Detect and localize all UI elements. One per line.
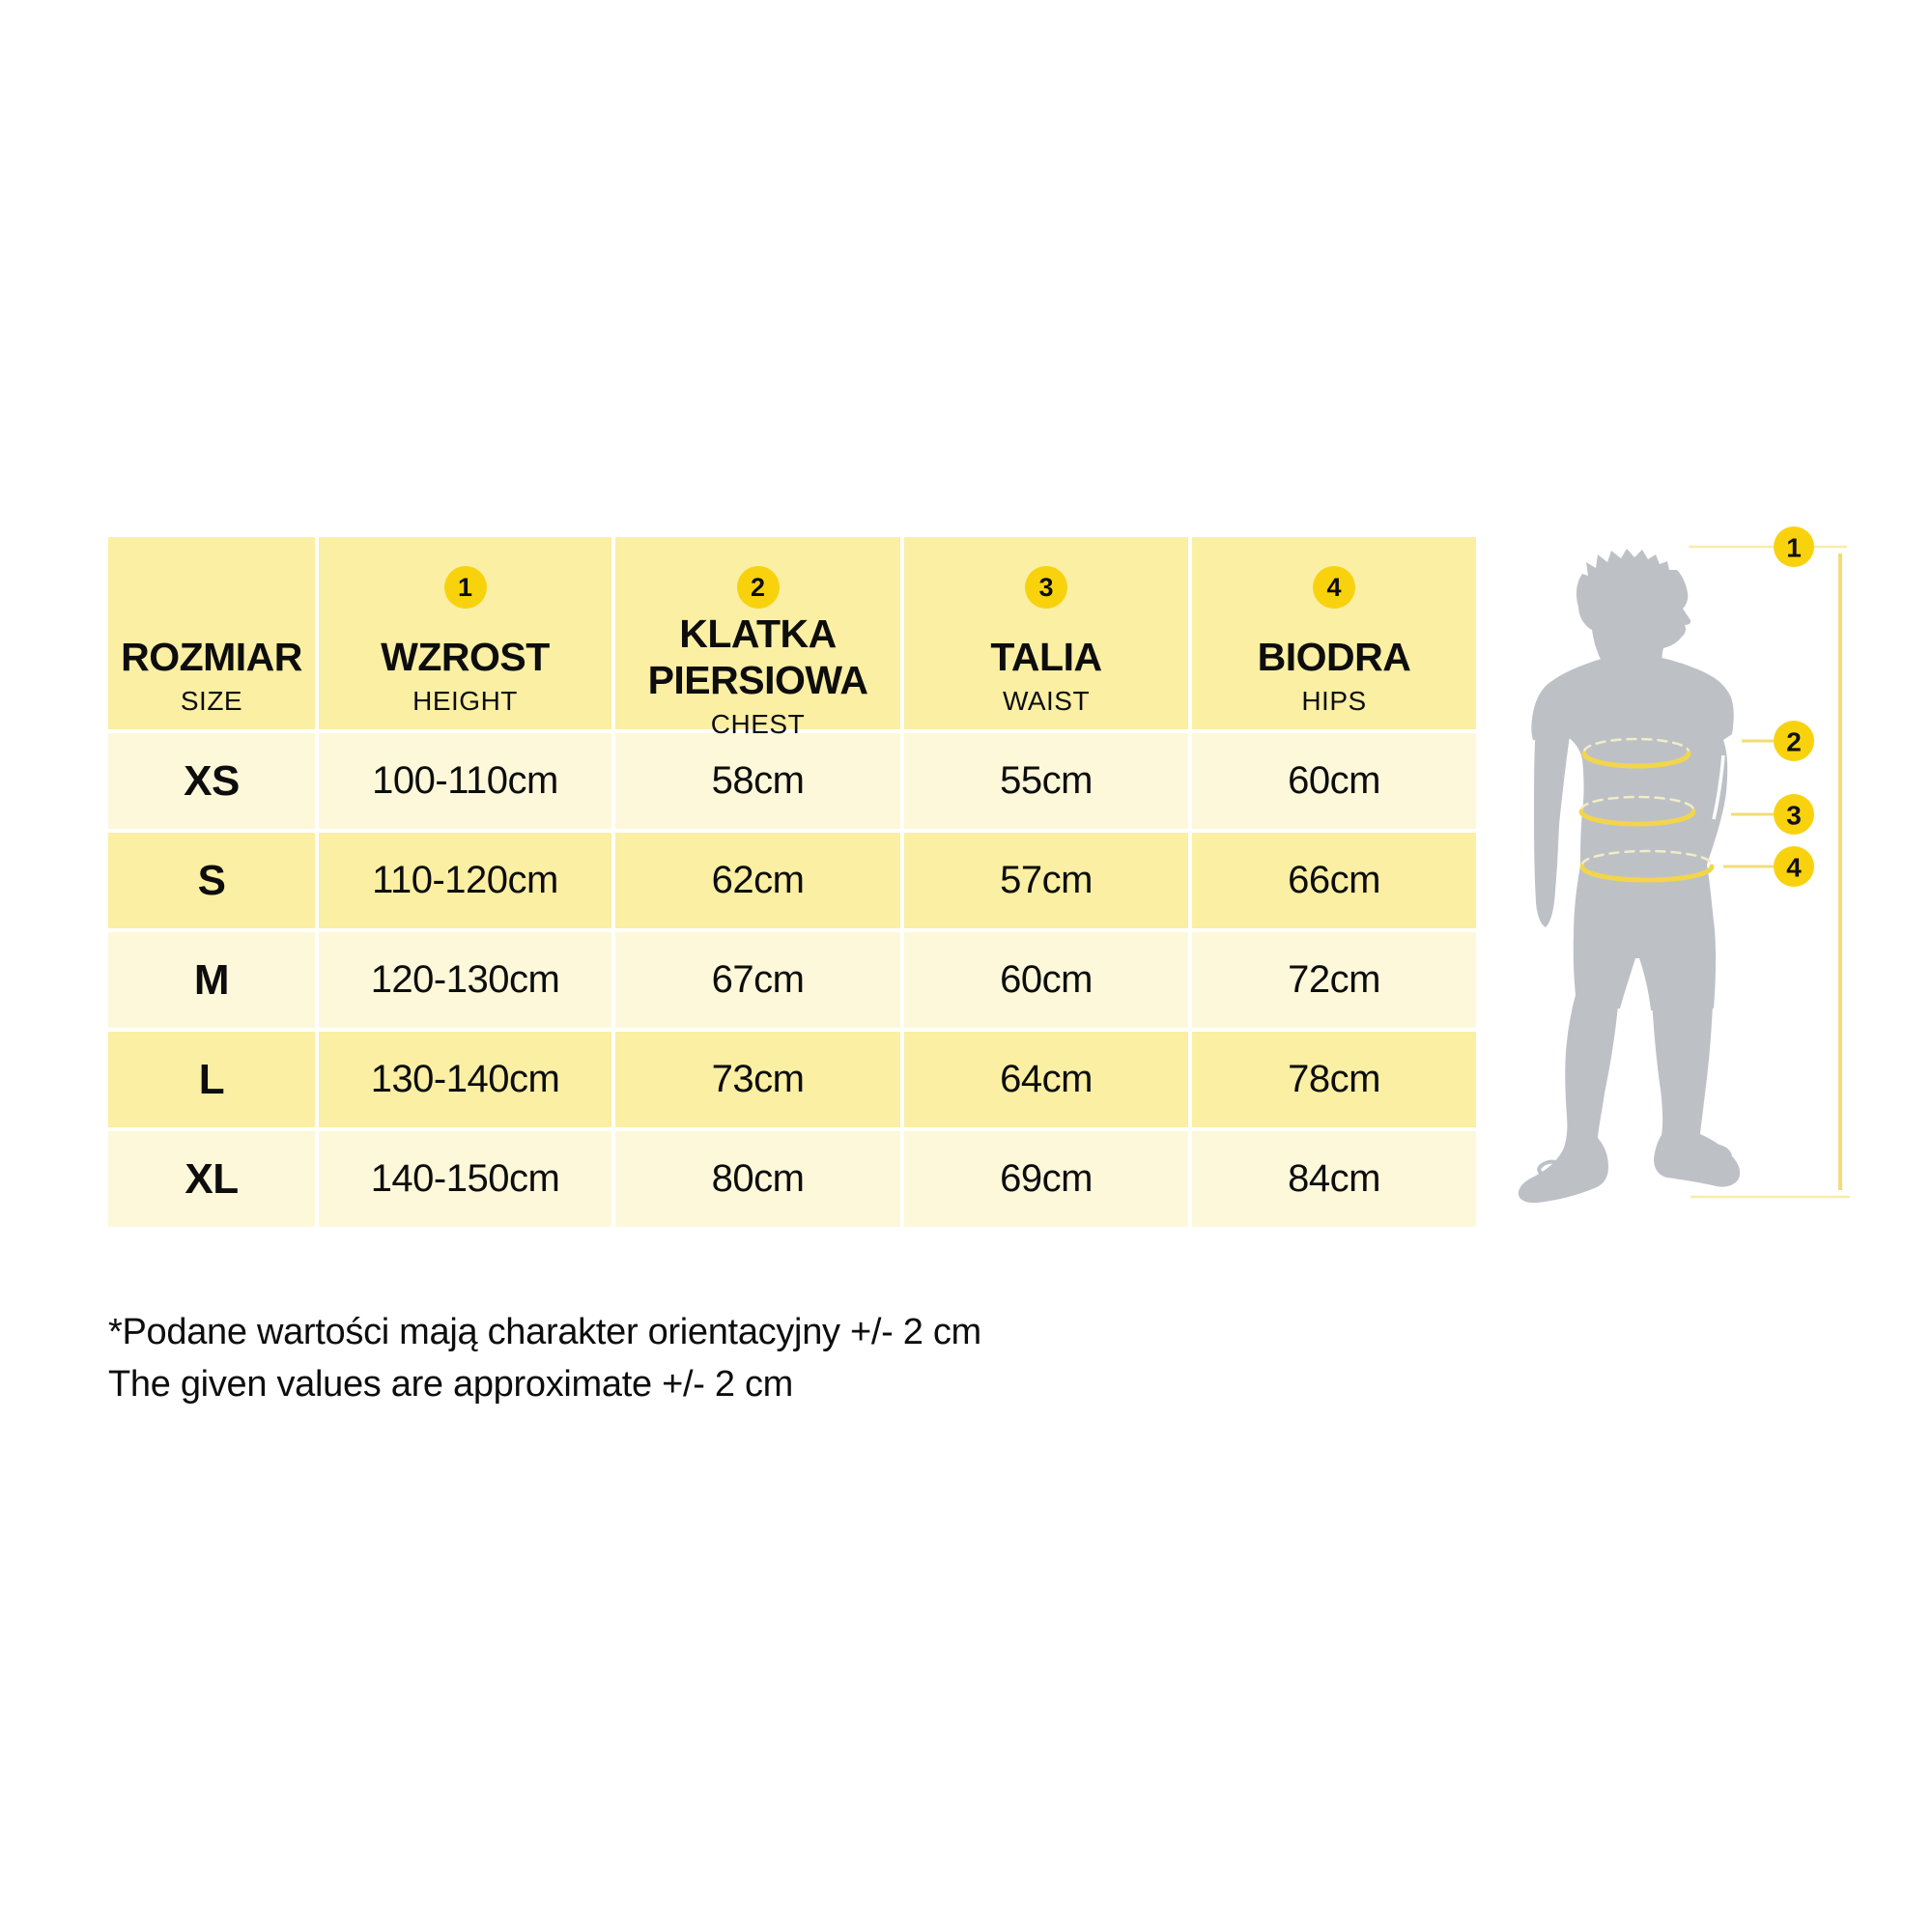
header-cell-biodra: 4 BIODRA HIPS xyxy=(1192,537,1476,729)
badge-number: 1 xyxy=(1786,533,1802,563)
size-cell: M xyxy=(108,932,315,1028)
size-cell: XS xyxy=(108,733,315,829)
height-cell: 100-110cm xyxy=(319,733,611,829)
chest-band-arc xyxy=(1581,751,1691,769)
right-leg-shoe xyxy=(1651,983,1741,1187)
right-shoelace-icon xyxy=(1705,1144,1732,1163)
waist-cell: 55cm xyxy=(904,733,1188,829)
arm-torso-gap xyxy=(1712,754,1725,820)
torso-shorts xyxy=(1531,652,1734,1010)
badge-number: 3 xyxy=(1786,801,1802,831)
header-cell-wzrost: 1 WZROST HEIGHT xyxy=(319,537,611,729)
measurement-diagram: 1 2 3 4 xyxy=(1507,502,1855,1217)
column-title: ROZMIAR xyxy=(121,635,302,679)
size-cell: S xyxy=(108,833,315,928)
column-title: BIODRA xyxy=(1257,635,1411,679)
footnote: *Podane wartości mają charakter orientac… xyxy=(108,1306,981,1410)
chest-cell: 62cm xyxy=(615,833,900,928)
column-title: TALIA xyxy=(990,635,1102,679)
height-cell: 110-120cm xyxy=(319,833,611,928)
left-leg-shoe xyxy=(1518,983,1620,1204)
figure-badge-1: 1 xyxy=(1774,526,1814,567)
height-cell: 130-140cm xyxy=(319,1032,611,1127)
hips-cell: 84cm xyxy=(1192,1131,1476,1227)
badge-3-icon: 3 xyxy=(1025,566,1067,609)
column-subtitle: SIZE xyxy=(180,686,243,716)
figure-badge-4: 4 xyxy=(1774,846,1814,887)
hips-band-arc xyxy=(1579,864,1715,883)
badge-2-icon: 2 xyxy=(736,566,780,609)
waist-cell: 69cm xyxy=(904,1131,1188,1227)
chest-cell: 58cm xyxy=(615,733,900,829)
hips-cell: 72cm xyxy=(1192,932,1476,1028)
header-cell-klatka-piersiowa: 2 KLATKA PIERSIOWA CHEST xyxy=(615,537,900,739)
chest-cell: 73cm xyxy=(615,1032,900,1127)
waist-cell: 57cm xyxy=(904,833,1188,928)
boy-silhouette-figure: 1 2 3 4 xyxy=(1518,526,1850,1204)
chest-band-dash xyxy=(1582,737,1690,753)
badge-circle xyxy=(1774,721,1814,761)
header-cell-talia: 3 TALIA WAIST xyxy=(904,537,1188,729)
header-cell-rozmiar: ROZMIAR SIZE xyxy=(108,537,315,729)
badge-1-icon: 1 xyxy=(443,566,487,609)
column-title: WZROST xyxy=(381,635,550,679)
left-shoelace-icon xyxy=(1537,1159,1562,1177)
left-arm xyxy=(1534,724,1571,927)
height-cell: 120-130cm xyxy=(319,932,611,1028)
size-cell: XL xyxy=(108,1131,315,1227)
column-subtitle: WAIST xyxy=(1002,686,1091,716)
size-cell: L xyxy=(108,1032,315,1127)
column-title: KLATKA PIERSIOWA xyxy=(647,611,868,702)
figure-badge-3: 3 xyxy=(1774,794,1814,835)
footnote-line-pl: *Podane wartości mają charakter orientac… xyxy=(108,1312,981,1352)
chest-cell: 67cm xyxy=(615,932,900,1028)
badge-4-icon: 4 xyxy=(1313,566,1355,609)
waist-band-arc xyxy=(1578,809,1696,827)
column-subtitle: HIPS xyxy=(1301,686,1367,716)
hips-band-dash xyxy=(1580,849,1714,867)
column-subtitle: CHEST xyxy=(710,709,806,739)
hips-cell: 78cm xyxy=(1192,1032,1476,1127)
chest-cell: 80cm xyxy=(615,1131,900,1227)
figure-badge-2: 2 xyxy=(1774,721,1814,761)
badge-number: 2 xyxy=(1786,727,1802,757)
waist-cell: 64cm xyxy=(904,1032,1188,1127)
waist-cell: 60cm xyxy=(904,932,1188,1028)
badge-circle xyxy=(1774,846,1814,887)
column-subtitle: HEIGHT xyxy=(412,686,518,716)
badge-circle xyxy=(1774,526,1814,567)
size-table: ROZMIAR SIZE 1 WZROST HEIGHT 2 KLATKA PI… xyxy=(108,537,1476,1227)
height-cell: 140-150cm xyxy=(319,1131,611,1227)
footnote-line-en: The given values are approximate +/- 2 c… xyxy=(108,1364,793,1405)
badge-circle xyxy=(1774,794,1814,835)
hips-cell: 66cm xyxy=(1192,833,1476,928)
hips-cell: 60cm xyxy=(1192,733,1476,829)
badge-number: 4 xyxy=(1786,853,1802,883)
waist-band-dash xyxy=(1579,795,1695,811)
boy-head xyxy=(1576,549,1691,672)
